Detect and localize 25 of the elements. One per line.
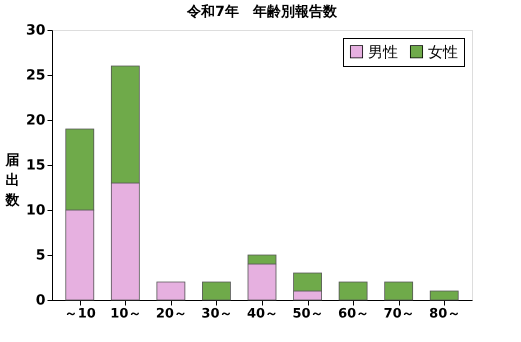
y-tick-label: 25 [26,68,46,84]
x-tick-label: 40～ [246,306,278,322]
x-tick-label: 60～ [338,306,370,322]
x-tick-label: 70～ [384,306,415,322]
x-tick-label: 10～ [110,306,142,322]
bar [430,290,459,300]
y-tick-label: 10 [26,202,46,218]
bar [338,282,368,300]
bar [202,282,231,300]
y-tick-label: 0 [36,292,46,308]
legend-label: 男性 [368,42,398,61]
y-tick-label: 30 [26,22,46,38]
y-tick-label: 15 [26,158,46,174]
x-tick-label: 30～ [201,306,232,322]
x-tick-label: 20～ [156,306,187,322]
y-axis-title: 届出数 [4,152,20,208]
bar [384,282,414,300]
chart-title: 令和7年 年齢別報告数 [186,4,338,20]
x-tick-label: 80～ [429,306,460,322]
x-tick-label: 50～ [292,306,324,322]
bar [156,282,186,300]
y-tick-label: 5 [36,248,46,264]
y-tick-label: 20 [26,112,46,128]
x-tick-label: ～10 [64,306,96,322]
legend-label: 女性 [428,42,458,61]
